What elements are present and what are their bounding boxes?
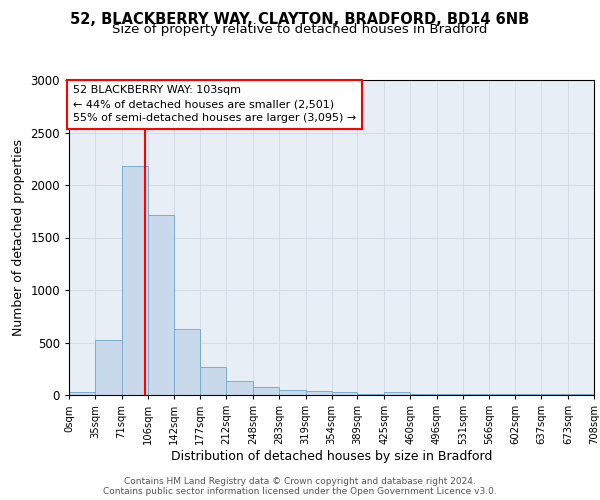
Bar <box>515 394 541 395</box>
Bar <box>279 390 305 395</box>
Bar <box>358 394 384 395</box>
Bar <box>174 329 200 395</box>
Bar <box>463 394 489 395</box>
Bar <box>568 394 594 395</box>
Bar <box>200 366 226 395</box>
Bar <box>541 394 568 395</box>
Bar <box>95 340 122 395</box>
Bar <box>331 392 358 395</box>
Text: 52 BLACKBERRY WAY: 103sqm
← 44% of detached houses are smaller (2,501)
55% of se: 52 BLACKBERRY WAY: 103sqm ← 44% of detac… <box>73 85 356 123</box>
Bar <box>437 394 463 395</box>
Text: Contains public sector information licensed under the Open Government Licence v3: Contains public sector information licen… <box>103 488 497 496</box>
Text: Contains HM Land Registry data © Crown copyright and database right 2024.: Contains HM Land Registry data © Crown c… <box>124 478 476 486</box>
Bar <box>253 387 279 395</box>
Bar <box>69 392 95 395</box>
Text: Size of property relative to detached houses in Bradford: Size of property relative to detached ho… <box>112 22 488 36</box>
Bar <box>122 166 148 395</box>
Bar <box>489 394 515 395</box>
Y-axis label: Number of detached properties: Number of detached properties <box>12 139 25 336</box>
Bar <box>384 392 410 395</box>
X-axis label: Distribution of detached houses by size in Bradford: Distribution of detached houses by size … <box>171 450 492 463</box>
Bar <box>148 216 174 395</box>
Bar <box>305 392 331 395</box>
Bar <box>410 394 437 395</box>
Text: 52, BLACKBERRY WAY, CLAYTON, BRADFORD, BD14 6NB: 52, BLACKBERRY WAY, CLAYTON, BRADFORD, B… <box>70 12 530 28</box>
Bar <box>226 382 253 395</box>
